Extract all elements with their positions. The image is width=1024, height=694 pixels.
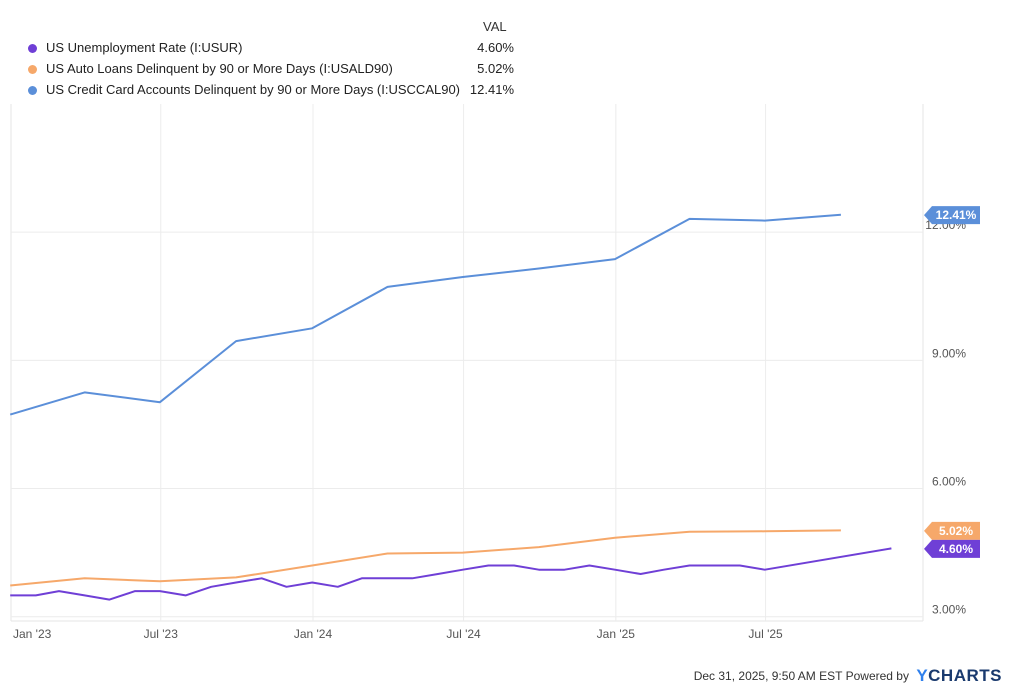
series-line	[10, 529, 841, 587]
legend-item-label: US Auto Loans Delinquent by 90 or More D…	[46, 61, 393, 76]
legend-item-value: 5.02%	[477, 61, 514, 76]
legend-dot-icon	[28, 44, 37, 53]
logo-y-icon: Y	[916, 666, 929, 685]
x-tick-label: Jan '24	[294, 627, 333, 641]
legend-dot-icon	[28, 86, 37, 95]
x-tick-label: Jul '23	[144, 627, 179, 641]
chart-footer: Dec 31, 2025, 9:50 AM EST Powered by YCH…	[694, 666, 1002, 686]
x-tick-label: Jul '25	[748, 627, 783, 641]
x-axis-ticks: Jan '23 Jul '23 Jan '24 Jul '24 Jan '25 Jul '…	[13, 627, 783, 641]
ycharts-logo[interactable]: YCHARTS	[916, 666, 1002, 685]
last-value-label: 4.60%	[939, 542, 973, 556]
x-tick-label: Jul '24	[446, 627, 481, 641]
y-tick-label: 9.00%	[932, 346, 966, 360]
last-value-flag	[924, 521, 980, 540]
x-tick-label: Jan '25	[597, 627, 636, 641]
last-value-flag	[924, 539, 980, 558]
legend-item-value: 4.60%	[477, 40, 514, 55]
series-line	[9, 213, 841, 416]
y-tick-label: 6.00%	[932, 475, 966, 489]
powered-by-label: Powered by	[845, 669, 909, 683]
chart-series	[9, 213, 892, 601]
legend-dot-icon	[28, 65, 37, 74]
last-value-flags: 12.41% 5.02% 4.60%	[924, 206, 980, 558]
series-line	[10, 547, 892, 601]
legend-item-label: US Unemployment Rate (I:USUR)	[46, 40, 243, 55]
legend-item-label: US Credit Card Accounts Delinquent by 90…	[46, 82, 461, 97]
last-value-flag	[924, 206, 980, 225]
x-tick-label: Jan '23	[13, 627, 52, 641]
y-tick-label: 3.00%	[932, 603, 966, 617]
last-value-label: 5.02%	[939, 524, 973, 538]
last-value-label: 12.41%	[936, 208, 977, 222]
legend-value-header: VAL	[483, 19, 507, 34]
logo-wordmark: CHARTS	[928, 666, 1002, 685]
timestamp: Dec 31, 2025, 9:50 AM EST	[693, 669, 843, 683]
legend-item-value: 12.41%	[469, 82, 514, 97]
chart-grid	[10, 104, 924, 622]
